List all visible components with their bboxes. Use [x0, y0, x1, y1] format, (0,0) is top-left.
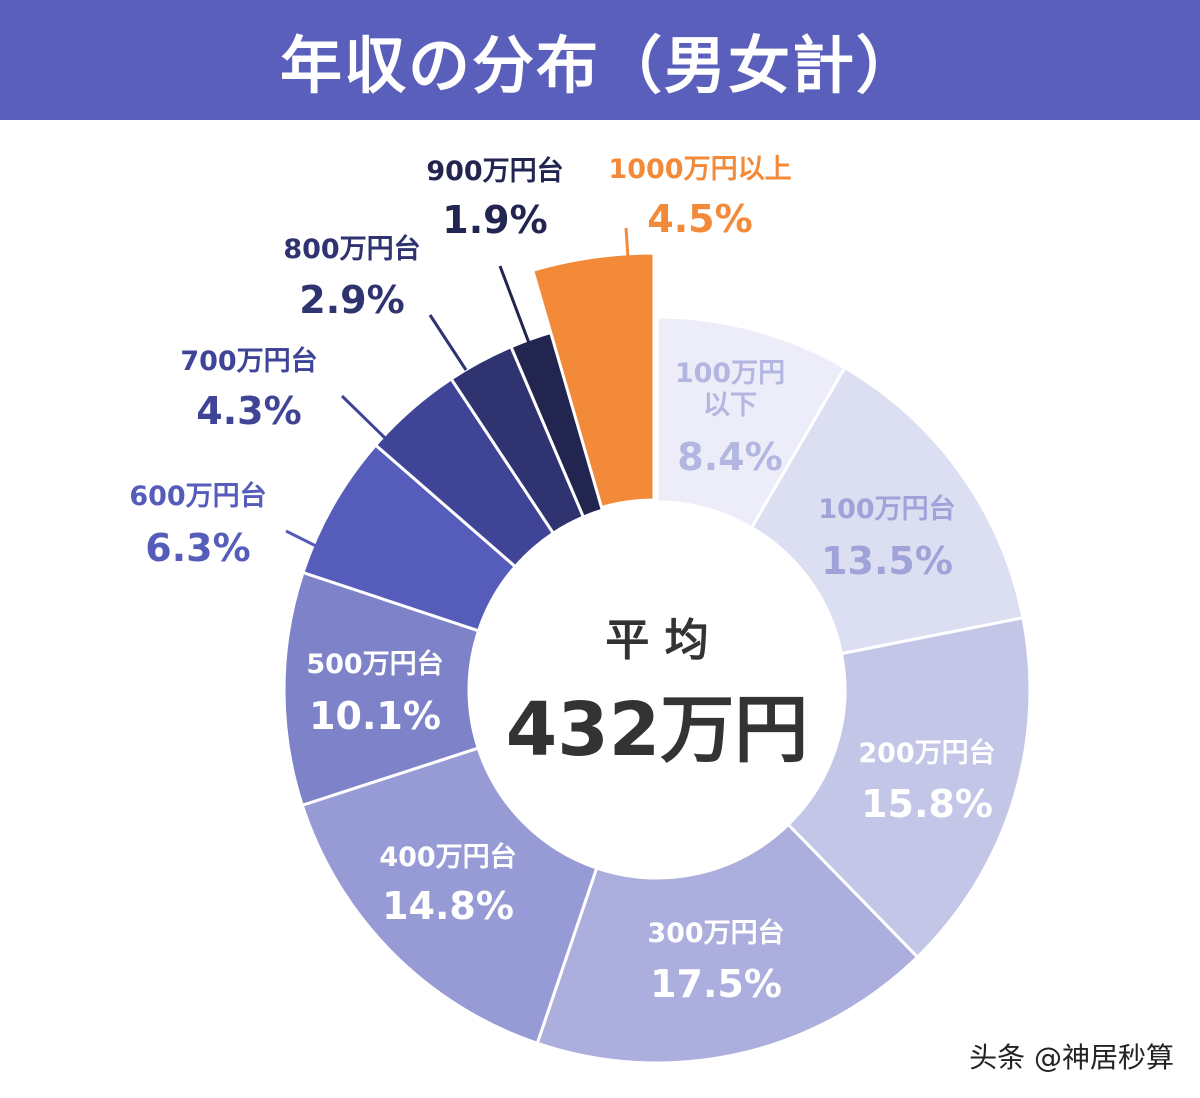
leader-line-6	[285, 529, 317, 548]
page-title: 年収の分布（男女計）	[279, 29, 920, 102]
slice-value-label-3: 17.5%	[650, 962, 782, 1006]
slice-value-label-9: 1.9%	[442, 198, 547, 242]
slice-category-label-9: 900万円台	[426, 155, 563, 187]
donut-slice-4	[300, 746, 599, 1046]
slice-category-label-7: 700万円台	[180, 345, 317, 377]
slice-category-label-3: 300万円台	[647, 917, 784, 949]
slice-category-label-4: 400万円台	[379, 841, 516, 873]
donut-slice-2	[786, 616, 1032, 960]
slice-value-label-7: 4.3%	[196, 389, 301, 433]
title-banner: 年収の分布（男女計）	[0, 0, 1200, 120]
slice-value-label-10: 4.5%	[647, 197, 752, 241]
center-value: 432万円	[506, 687, 808, 773]
leader-line-7	[340, 394, 387, 440]
leader-line-10	[624, 227, 630, 259]
center-label: 平 均	[605, 615, 708, 666]
slice-value-label-2: 15.8%	[861, 782, 993, 826]
slice-category-label-1: 100万円台	[818, 493, 955, 525]
slice-category-label-2: 200万円台	[858, 737, 995, 769]
donut-slice-1	[749, 365, 1025, 656]
leader-line-8	[428, 314, 468, 371]
slice-value-label-6: 6.3%	[145, 526, 250, 570]
slice-category-label-10: 1000万円以上	[608, 154, 791, 185]
slice-category-label-6: 600万円台	[129, 480, 266, 512]
slice-value-label-8: 2.9%	[299, 278, 404, 322]
slice-value-label-0: 8.4%	[677, 435, 782, 479]
slice-category-label-8: 800万円台	[283, 233, 420, 265]
slice-category-label-0: 100万円	[675, 358, 785, 389]
slice-category-label-0: 以下	[703, 390, 757, 421]
slice-value-label-4: 14.8%	[382, 884, 514, 928]
slice-value-label-1: 13.5%	[821, 539, 953, 583]
leader-line-9	[498, 265, 531, 344]
donut-slice-9	[509, 329, 607, 519]
slice-category-label-5: 500万円台	[306, 648, 443, 680]
watermark: 头条 @神居秒算	[969, 1041, 1174, 1074]
slice-value-label-5: 10.1%	[309, 694, 441, 738]
donut-slice-10	[530, 251, 656, 510]
donut-slice-3	[535, 822, 920, 1065]
